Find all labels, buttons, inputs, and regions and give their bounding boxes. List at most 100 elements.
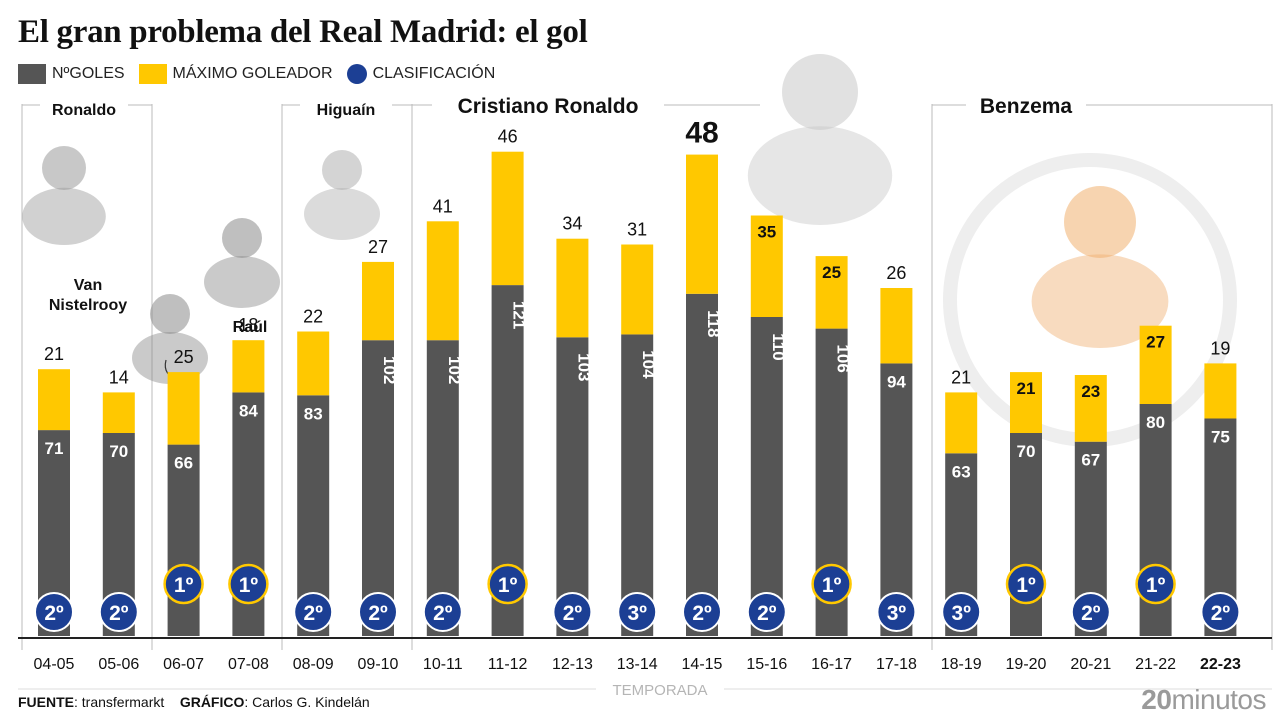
label-maximo-goleador: 27 (1146, 333, 1165, 352)
badge-clasificacion-label: 2º (1211, 602, 1231, 625)
badge-clasificacion (1005, 563, 1047, 605)
page-title: El gran problema del Real Madrid: el gol (18, 14, 588, 50)
bar-goles (621, 334, 654, 636)
label-maximo-goleador: 21 (951, 367, 971, 387)
bar-maximo-goleador (686, 154, 718, 294)
badge-clasificacion-label: 2º (1081, 602, 1101, 625)
footer-source-value: : transfermarkt (74, 694, 165, 710)
badge-clasificacion-label: 2º (757, 602, 777, 625)
photo-benzema-head (1064, 186, 1136, 258)
label-goles: 66 (174, 454, 193, 473)
legend-item-goles: NºGOLES (18, 64, 125, 84)
bar-maximo-goleador (815, 256, 848, 329)
bar-maximo-goleador (297, 331, 330, 396)
bar-maximo-goleador (1139, 325, 1172, 404)
badge-clasificacion (746, 592, 787, 632)
bar-goles (1010, 433, 1042, 636)
label-maximo-goleador: 18 (238, 315, 258, 335)
player-label-line: Van (74, 277, 102, 294)
legend: NºGOLES MÁXIMO GOLEADOR CLASIFICACIÓN (18, 63, 509, 85)
footer-graphic-value: : Carlos G. Kindelán (244, 694, 370, 710)
era-label: Cristiano Ronaldo (458, 95, 639, 118)
footer-graphic-label: GRÁFICO (179, 694, 245, 710)
legend-label-clasificacion: CLASIFICACIÓN (372, 65, 496, 82)
badge-clasificacion-label: 1º (174, 574, 194, 597)
photo-benzema-body (1031, 254, 1169, 348)
brand-text: minutos (1171, 684, 1266, 715)
footer-credits: FUENTE: transfermarkt GRÁFICO: Carlos G.… (18, 694, 370, 710)
label-goles: 71 (45, 439, 64, 458)
badge-clasificacion (422, 592, 463, 632)
photo-ronaldo (22, 146, 106, 245)
bar-maximo-goleador (232, 340, 265, 393)
bar-maximo-goleador (362, 261, 394, 341)
label-goles: 121 (510, 301, 529, 329)
label-goles: 84 (239, 401, 258, 420)
bar-goles (750, 317, 783, 636)
badge-clasificacion (163, 563, 204, 605)
badge-clasificacion-label: 2º (433, 602, 453, 625)
badge-clasificacion-label: 1º (1146, 574, 1166, 597)
photo-higuain (304, 150, 380, 240)
tick-label-season: 15-16 (746, 656, 787, 673)
label-maximo-goleador: 41 (433, 196, 453, 216)
bar-maximo-goleador (426, 221, 459, 341)
legend-swatch-goles (18, 64, 46, 84)
label-maximo-goleador: 35 (757, 223, 776, 242)
legend-label-goles: NºGOLES (52, 65, 125, 82)
badge-clasificacion-label: 2º (109, 602, 129, 625)
badge-clasificacion (1200, 592, 1241, 632)
photo-ronaldo-head (42, 146, 86, 190)
label-maximo-goleador: 21 (1017, 379, 1036, 398)
label-goles: 94 (887, 372, 906, 391)
bar-maximo-goleador (880, 288, 913, 364)
bar-goles (426, 340, 459, 636)
photo-raul-body (204, 256, 280, 308)
label-goles: 118 (704, 310, 723, 337)
legend-item-maximo-goleador: MÁXIMO GOLEADOR (138, 64, 333, 84)
badge-clasificacion (98, 592, 139, 632)
bar-goles (362, 340, 394, 636)
label-goles: 70 (109, 442, 128, 461)
label-goles: 104 (639, 350, 658, 379)
tick-label-season: 16-17 (811, 656, 852, 673)
badge-clasificacion (941, 592, 982, 632)
badge-clasificacion-label: 2º (563, 602, 583, 625)
bar-goles (880, 363, 913, 636)
label-goles: 75 (1211, 428, 1230, 447)
era-label: Ronaldo (52, 102, 116, 119)
label-goles: 67 (1081, 451, 1100, 470)
badge-clasificacion (617, 592, 658, 632)
badge-clasificacion (876, 592, 917, 632)
bar-maximo-goleador (1010, 372, 1042, 433)
bar-maximo-goleador (102, 392, 135, 433)
label-goles: 103 (574, 353, 593, 381)
badge-clasificacion-label: 2º (304, 602, 324, 625)
badge-clasificacion-label: 2º (44, 602, 64, 625)
badge-clasificacion (34, 592, 74, 632)
era-label: Higuaín (317, 102, 376, 119)
photo-benzema (1031, 186, 1169, 348)
player-label-van-nistelrooy: Van Nistelrooy (49, 277, 127, 314)
tick-label-season: 12-13 (552, 656, 593, 673)
bar-maximo-goleador (167, 372, 200, 445)
badge-clasificacion (1070, 592, 1111, 632)
badge-clasificacion-label: 1º (822, 574, 842, 597)
era-label: Benzema (980, 95, 1073, 118)
bar-maximo-goleador (556, 238, 589, 338)
tick-label-season: 18-19 (941, 656, 982, 673)
badge-clasificacion (293, 592, 334, 632)
bar-maximo-goleador (621, 244, 654, 335)
badge-clasificacion (811, 563, 852, 605)
label-goles: 106 (834, 344, 853, 372)
bar-goles (556, 337, 589, 636)
badge-clasificacion (1135, 563, 1176, 605)
tick-label-season: 21-22 (1135, 656, 1176, 673)
tick-label-season: 19-20 (1006, 656, 1047, 673)
photo-cristiano-ronaldo-body (747, 126, 893, 225)
badge-clasificacion-label: 3º (952, 602, 972, 625)
tick-label-season: 20-21 (1070, 656, 1111, 673)
badge-clasificacion-label: 2º (368, 602, 388, 625)
legend-swatch-clasificacion (346, 64, 367, 84)
brand-number: 20 (1141, 684, 1172, 715)
